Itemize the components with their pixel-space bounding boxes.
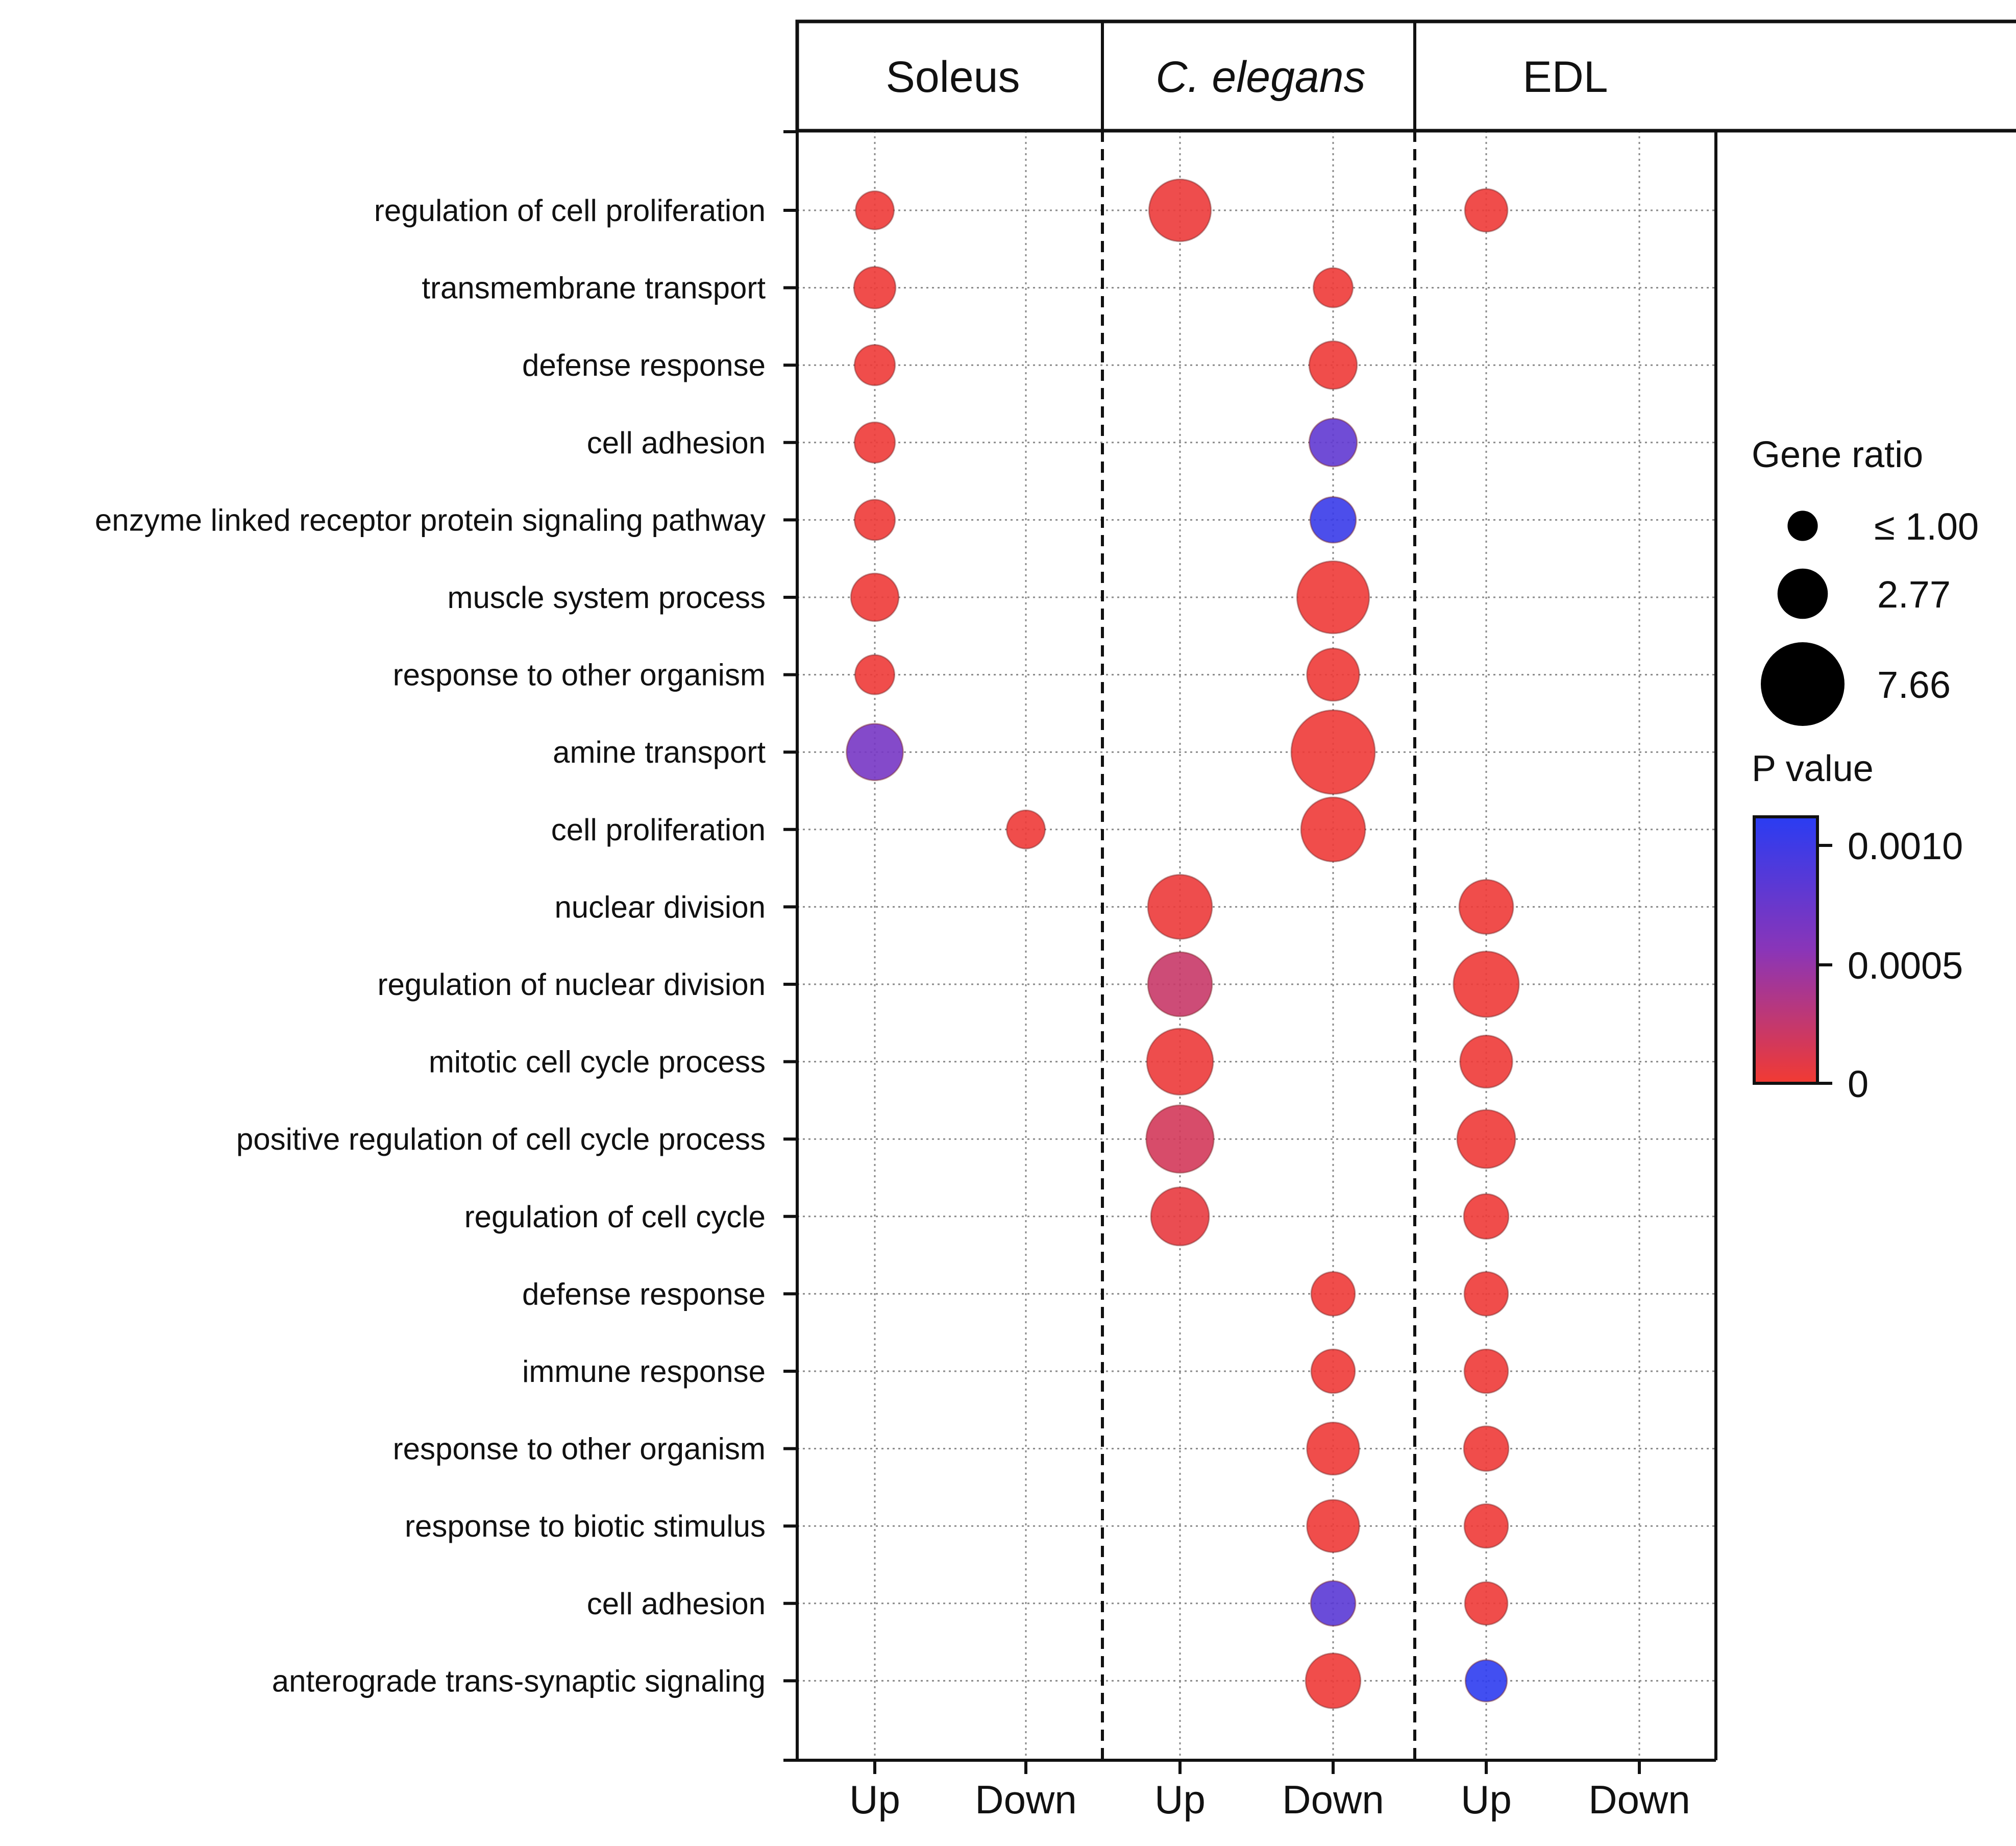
legend-size-label: 2.77 <box>1877 573 1951 616</box>
y-ticks <box>783 209 797 1683</box>
panel-title-soleus: Soleus <box>886 53 1020 102</box>
legend-size-label: 7.66 <box>1877 664 1951 706</box>
x-label-up: Up <box>1154 1777 1206 1822</box>
bubble <box>1147 874 1213 940</box>
bubble <box>853 499 896 541</box>
bubble <box>1456 1109 1516 1169</box>
row-label: nuclear division <box>554 890 766 924</box>
bubble <box>1306 1499 1360 1553</box>
row-label: regulation of cell cycle <box>464 1200 766 1234</box>
bubble <box>1464 188 1509 233</box>
bubble <box>855 190 895 230</box>
row-label: immune response <box>522 1354 766 1389</box>
bubble <box>1459 1034 1513 1089</box>
legend-size-label: ≤ 1.00 <box>1874 505 1979 548</box>
bubble <box>1305 1653 1362 1709</box>
bubble <box>1146 1028 1214 1096</box>
row-label: cell adhesion <box>587 1587 766 1621</box>
row-label: defense response <box>522 348 766 382</box>
bubble <box>1306 647 1360 702</box>
row-label: response to biotic stimulus <box>405 1509 766 1543</box>
bubble <box>1306 1421 1360 1476</box>
bubble <box>1464 1581 1509 1626</box>
x-label-down: Down <box>975 1777 1076 1822</box>
panel-headers: Soleus C. elegans EDL <box>795 19 2016 133</box>
row-label: enzyme linked receptor protein signaling… <box>95 503 766 537</box>
bubble <box>1458 879 1514 935</box>
bubble <box>1147 951 1213 1017</box>
row-label: muscle system process <box>448 580 766 615</box>
color-scale-label: 0 <box>1848 1063 1869 1105</box>
bubble <box>1145 1104 1215 1174</box>
bubble <box>1296 560 1370 635</box>
legend-size-marker <box>1787 511 1818 541</box>
bubble <box>1464 1659 1508 1703</box>
bubble <box>1006 809 1046 849</box>
bubble <box>1309 496 1357 544</box>
color-scale-bar <box>1753 815 1819 1085</box>
row-label: anterograde trans-synaptic signaling <box>272 1664 766 1698</box>
bubble <box>846 723 904 782</box>
bubble <box>1310 1580 1357 1627</box>
bubble <box>853 344 896 386</box>
bubble <box>1308 418 1358 468</box>
bubble <box>1463 1348 1509 1394</box>
row-label: positive regulation of cell cycle proces… <box>236 1122 766 1156</box>
x-label-down: Down <box>1588 1777 1690 1822</box>
bubble <box>1463 1425 1510 1472</box>
bubble <box>853 421 896 464</box>
legend: Gene ratio ≤ 1.00 2.77 7.66 P value 0.00… <box>1752 434 1979 1105</box>
x-label-down: Down <box>1282 1777 1384 1822</box>
x-label-up: Up <box>849 1777 900 1822</box>
row-label: regulation of nuclear division <box>378 967 766 1002</box>
bubble <box>1453 951 1520 1018</box>
panel-title-c-elegans: C. elegans <box>1155 53 1365 102</box>
color-scale-label: 0.0010 <box>1848 825 1963 867</box>
panel-title-edl: EDL <box>1522 53 1608 102</box>
row-label: mitotic cell cycle process <box>429 1045 766 1079</box>
x-label-up: Up <box>1461 1777 1512 1822</box>
bubble <box>1463 1193 1510 1240</box>
bubble <box>853 266 897 309</box>
bubble <box>854 654 896 695</box>
row-label: response to other organism <box>393 658 766 692</box>
bubble <box>1300 796 1366 863</box>
row-label: regulation of cell proliferation <box>374 193 766 228</box>
bubble <box>1312 267 1354 308</box>
bubble <box>1463 1271 1509 1317</box>
row-label: response to other organism <box>393 1432 766 1466</box>
legend-size-marker <box>1761 642 1845 726</box>
bubble <box>1463 1503 1509 1549</box>
gridlines <box>797 131 1716 1760</box>
color-scale-label: 0.0005 <box>1848 944 1963 987</box>
legend-size-marker <box>1777 568 1828 619</box>
legend-size-title: Gene ratio <box>1752 434 1923 475</box>
row-label: cell proliferation <box>551 813 766 847</box>
row-label: transmembrane transport <box>422 271 766 305</box>
row-labels: regulation of cell proliferation transmem… <box>95 193 766 1698</box>
header-box <box>795 19 2016 133</box>
bubble <box>1308 340 1358 390</box>
row-label: cell adhesion <box>587 426 766 460</box>
bubble <box>1150 1186 1210 1247</box>
legend-color-title: P value <box>1752 748 1874 789</box>
bubble <box>850 572 900 622</box>
bubble <box>1310 1348 1356 1394</box>
bubble <box>1310 1271 1356 1317</box>
bubbles <box>846 178 1520 1709</box>
row-label: amine transport <box>553 735 766 769</box>
bubble <box>1290 709 1376 795</box>
row-label: defense response <box>522 1277 766 1311</box>
x-labels: Up Down Up Down Up Down <box>849 1760 1690 1822</box>
bubble <box>1148 178 1212 242</box>
